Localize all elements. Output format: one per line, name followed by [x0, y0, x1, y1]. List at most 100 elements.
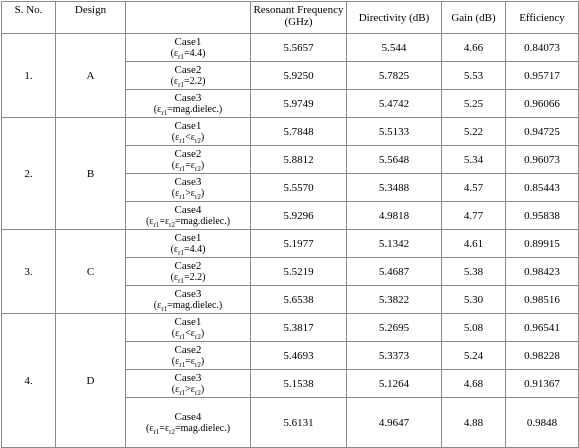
case-name: Case3	[174, 91, 202, 104]
efficiency-cell: 0.95717	[505, 61, 579, 90]
case-condition: (εr1=εr2=mag.dielec.)	[128, 216, 248, 229]
gain-cell: 5.53	[441, 61, 506, 90]
efficiency-cell: 0.98423	[505, 257, 579, 286]
case-condition: (εr1<εr2)	[128, 131, 248, 145]
case-condition: (εr1=mag.dielec.)	[128, 103, 248, 117]
case-condition: (εr1=4.4)	[128, 244, 248, 257]
efficiency-cell: 0.84073	[505, 33, 579, 62]
table-row: Case3 (εr1=mag.dielec.) 5.9749 5.4742 5.25 0.…	[2, 89, 579, 118]
frequency-cell: 5.9296	[250, 201, 347, 230]
efficiency-cell: 0.96073	[505, 145, 579, 174]
design-name: D	[55, 313, 126, 448]
condition-part: <ε	[185, 131, 196, 143]
condition-part: r1	[179, 164, 186, 173]
table-body: 1. A Case1 (εr1=4.4) 5.5657 5.544 4.66 0.84073 C…	[1, 33, 579, 448]
case-condition: (εr1=εr2)	[128, 355, 248, 369]
gain-cell: 5.34	[441, 145, 506, 174]
condition-part: r1	[178, 276, 184, 285]
case-name: Case1	[174, 231, 202, 244]
case-cell: Case2 (εr1=2.2)	[125, 61, 251, 90]
header-cell: Gain (dB)	[441, 1, 506, 34]
condition-part: (ε	[153, 299, 162, 311]
case-cell: Case1 (εr1<εr2)	[125, 313, 251, 342]
serial-number: 2.	[1, 117, 56, 230]
condition-part: =ε	[159, 422, 170, 434]
frequency-cell: 5.1538	[250, 369, 347, 398]
directivity-cell: 5.1342	[346, 229, 442, 258]
condition-part: r1	[178, 52, 184, 61]
condition-part: =ε	[185, 159, 196, 171]
directivity-cell: 5.2695	[346, 313, 442, 342]
frequency-cell: 5.9749	[250, 89, 347, 118]
table-row: Case3 (εr1>εr2) 5.5570 5.3488 4.57 0.85443	[2, 173, 579, 202]
case-name: Case4	[174, 203, 202, 216]
serial-number: 4.	[1, 313, 56, 448]
table-row: 2. B Case1 (εr1<εr2) 5.7848 5.5133 5.22 0.94725	[1, 117, 579, 230]
condition-part: r2	[195, 388, 201, 397]
frequency-cell: 5.7848	[250, 117, 347, 146]
case-name: Case3	[174, 175, 202, 188]
condition-part: (ε	[170, 47, 179, 59]
header-cell	[125, 1, 251, 34]
frequency-cell: 5.4693	[250, 341, 347, 370]
condition-part: (ε	[171, 131, 180, 143]
case-cell: Case1 (εr1=4.4)	[125, 229, 251, 258]
frequency-cell: 5.5570	[250, 173, 347, 202]
condition-part: (ε	[171, 355, 180, 367]
table-row: 4. D Case1 (εr1<εr2) 5.3817 5.2695 5.08 0.96541	[1, 313, 579, 448]
condition-part: >ε	[185, 383, 196, 395]
condition-part: r1	[161, 108, 168, 117]
frequency-cell: 5.6538	[250, 285, 347, 314]
condition-part: )	[200, 159, 205, 171]
case-name: Case1	[174, 35, 202, 48]
condition-part: =mag.dielec.)	[167, 103, 223, 115]
directivity-cell: 5.1264	[346, 369, 442, 398]
condition-part: r2	[195, 332, 201, 341]
condition-part: r2	[195, 192, 201, 201]
table-row: Case4 (εr1=εr2=mag.dielec.) 5.6131 4.9647 4.…	[2, 397, 579, 448]
condition-part: r1	[179, 360, 186, 369]
case-cell: Case3 (εr1>εr2)	[125, 173, 251, 202]
efficiency-cell: 0.95838	[505, 201, 579, 230]
gain-cell: 5.25	[441, 89, 506, 118]
gain-cell: 4.88	[441, 397, 506, 448]
condition-part: (ε	[171, 187, 180, 199]
directivity-cell: 5.3488	[346, 173, 442, 202]
condition-part: )	[200, 383, 205, 395]
case-condition: (εr1>εr2)	[128, 187, 248, 201]
frequency-cell: 5.8812	[250, 145, 347, 174]
condition-part: )	[200, 327, 205, 339]
case-cell: Case3 (εr1=mag.dielec.)	[125, 89, 251, 118]
gain-cell: 4.66	[441, 33, 506, 62]
directivity-cell: 4.9818	[346, 201, 442, 230]
condition-part: r2	[195, 360, 201, 369]
case-cell: Case2 (εr1=εr2)	[125, 341, 251, 370]
gain-cell: 5.38	[441, 257, 506, 286]
header-row: S. No. Design Resonant Frequency (GHz) Dire…	[1, 1, 579, 34]
serial-number: 1.	[1, 33, 56, 118]
case-name: Case4	[174, 410, 202, 423]
condition-part: =ε	[185, 355, 196, 367]
table-row: Case2 (εr1=2.2) 5.9250 5.7825 5.53 0.95717	[2, 61, 579, 90]
directivity-cell: 5.4742	[346, 89, 442, 118]
case-cell: Case2 (εr1=2.2)	[125, 257, 251, 286]
directivity-cell: 5.5133	[346, 117, 442, 146]
frequency-cell: 5.6131	[250, 397, 347, 448]
condition-part: r1	[153, 427, 160, 436]
case-cell: Case2 (εr1=εr2)	[125, 145, 251, 174]
case-condition: (εr1<εr2)	[128, 327, 248, 341]
condition-part: r2	[169, 427, 175, 436]
gain-cell: 4.77	[441, 201, 506, 230]
condition-part: r1	[178, 80, 184, 89]
frequency-cell: 5.5219	[250, 257, 347, 286]
condition-part: >ε	[185, 187, 196, 199]
case-condition: (εr1=mag.dielec.)	[128, 299, 248, 313]
gain-cell: 4.57	[441, 173, 506, 202]
case-name: Case2	[174, 147, 202, 160]
condition-part: =2.2)	[183, 75, 206, 87]
condition-part: )	[200, 187, 205, 199]
design-name: C	[55, 229, 126, 314]
case-name: Case2	[174, 63, 202, 76]
directivity-cell: 5.7825	[346, 61, 442, 90]
